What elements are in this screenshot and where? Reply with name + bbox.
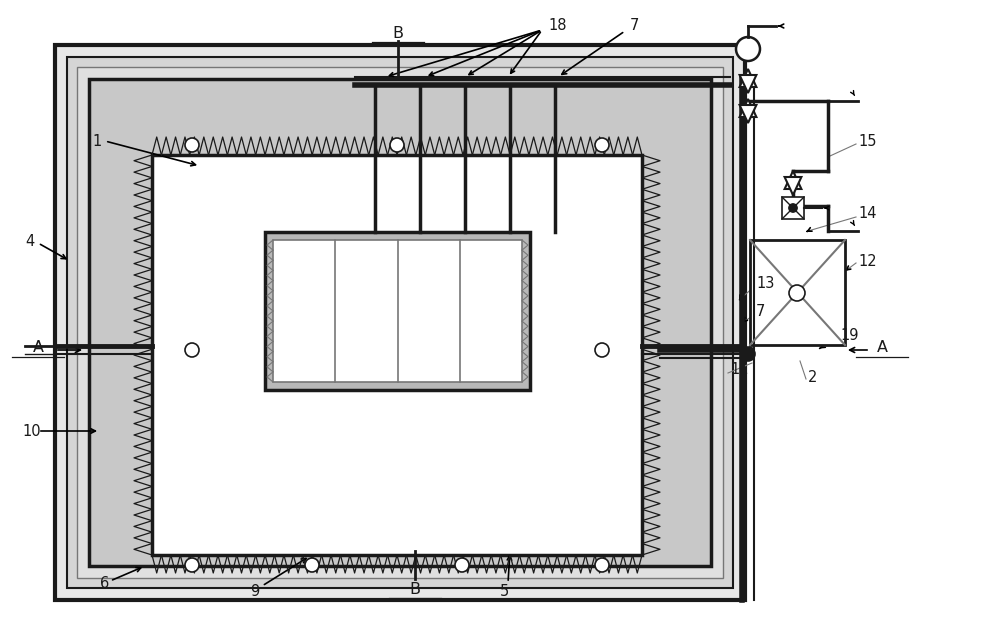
- Circle shape: [185, 138, 199, 152]
- Bar: [67, 57, 733, 588]
- Text: B: B: [392, 25, 404, 40]
- Polygon shape: [785, 177, 801, 195]
- Polygon shape: [740, 105, 756, 123]
- Circle shape: [185, 558, 199, 572]
- Polygon shape: [740, 69, 756, 87]
- Text: 2: 2: [808, 370, 817, 384]
- Polygon shape: [740, 99, 756, 117]
- Circle shape: [455, 558, 469, 572]
- Text: 1: 1: [92, 134, 101, 148]
- Bar: [55, 45, 745, 600]
- Bar: [750, 240, 845, 345]
- Text: 15: 15: [858, 134, 876, 148]
- Text: A: A: [32, 341, 44, 355]
- Text: 19: 19: [840, 327, 858, 343]
- Bar: [265, 232, 530, 390]
- Circle shape: [390, 138, 404, 152]
- Circle shape: [736, 37, 760, 61]
- Text: 13: 13: [756, 276, 774, 290]
- Circle shape: [595, 558, 609, 572]
- Text: A: A: [876, 341, 888, 355]
- Circle shape: [305, 558, 319, 572]
- Circle shape: [789, 204, 797, 212]
- Text: B: B: [410, 582, 420, 596]
- Circle shape: [595, 138, 609, 152]
- Text: 9: 9: [250, 584, 259, 598]
- Circle shape: [595, 343, 609, 357]
- Text: 6: 6: [100, 575, 109, 591]
- Text: 10: 10: [22, 423, 41, 439]
- Polygon shape: [740, 75, 756, 93]
- Text: 5: 5: [500, 584, 509, 598]
- Bar: [782, 197, 804, 219]
- Bar: [89, 79, 711, 566]
- Text: 7: 7: [630, 18, 639, 33]
- Text: 11: 11: [730, 362, 748, 377]
- Bar: [77, 67, 723, 578]
- Text: 7: 7: [756, 304, 765, 319]
- Text: 18: 18: [548, 18, 566, 33]
- Circle shape: [741, 347, 755, 361]
- Circle shape: [185, 343, 199, 357]
- Text: 14: 14: [858, 206, 876, 221]
- Bar: [152, 155, 642, 555]
- Text: 12: 12: [858, 254, 877, 269]
- Bar: [273, 240, 522, 382]
- Circle shape: [789, 285, 805, 301]
- Text: 4: 4: [25, 233, 34, 249]
- Polygon shape: [785, 171, 801, 189]
